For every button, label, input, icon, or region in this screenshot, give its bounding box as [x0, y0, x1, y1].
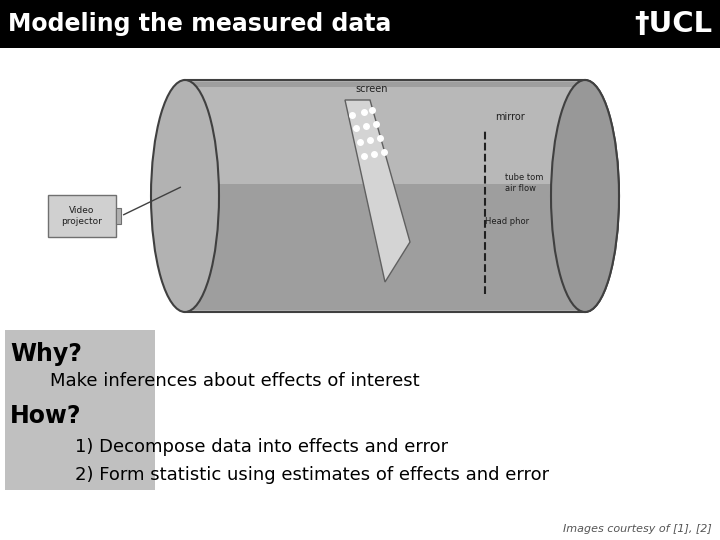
Bar	[116, 207, 121, 225]
Text: 1) Decompose data into effects and error: 1) Decompose data into effects and error	[75, 438, 448, 456]
Text: Head phor: Head phor	[485, 217, 529, 226]
Text: †UCL: †UCL	[634, 10, 712, 38]
Ellipse shape	[551, 80, 619, 312]
Ellipse shape	[151, 80, 219, 312]
Text: Why?: Why?	[10, 342, 82, 366]
Text: mirror: mirror	[495, 112, 525, 122]
Polygon shape	[345, 100, 410, 282]
Text: screen: screen	[355, 84, 387, 94]
Bar	[187, 82, 583, 310]
Bar	[5, 330, 155, 490]
Bar	[0, 0, 720, 48]
Text: Video
projector: Video projector	[62, 206, 102, 226]
Text: Modeling the measured data: Modeling the measured data	[8, 12, 392, 36]
Text: tube tom
air flow: tube tom air flow	[505, 173, 544, 193]
Text: Images courtesy of [1], [2]: Images courtesy of [1], [2]	[563, 524, 712, 534]
Bar	[187, 87, 583, 184]
Ellipse shape	[551, 80, 619, 312]
Bar	[48, 195, 116, 237]
Bar	[185, 80, 585, 312]
Text: Make inferences about effects of interest: Make inferences about effects of interes…	[50, 372, 420, 390]
Text: 2) Form statistic using estimates of effects and error: 2) Form statistic using estimates of eff…	[75, 466, 549, 484]
Text: How?: How?	[10, 404, 81, 428]
